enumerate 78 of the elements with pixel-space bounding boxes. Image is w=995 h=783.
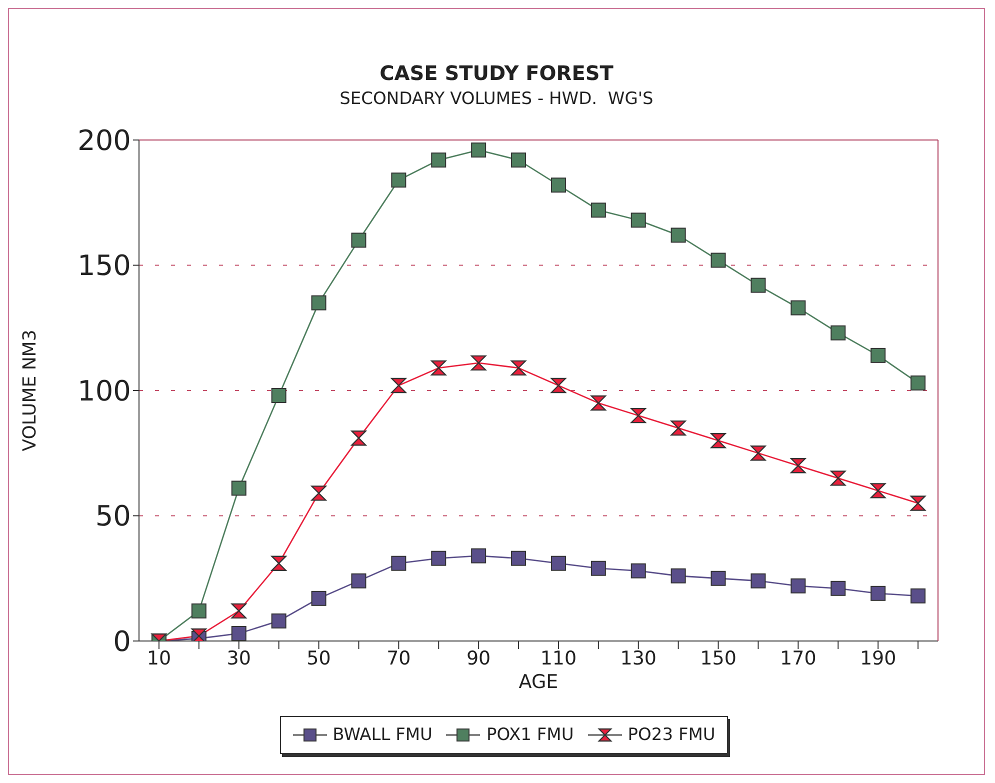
point [630, 408, 646, 424]
point [910, 375, 926, 390]
x-tick-label: 90 [466, 647, 491, 670]
legend-label: POX1 FMU [486, 725, 574, 745]
point [431, 152, 446, 168]
point [550, 556, 566, 571]
point [670, 228, 686, 243]
point [311, 486, 326, 501]
x-tick-label: 10 [146, 647, 172, 670]
point [830, 470, 846, 486]
point [710, 433, 726, 448]
x-axis-title: AGE [518, 671, 558, 693]
point [790, 578, 806, 594]
point [830, 580, 846, 596]
x-tick-label: 50 [306, 647, 331, 670]
point [431, 550, 446, 566]
point [870, 348, 886, 363]
point [471, 142, 486, 158]
y-tick-label: 100 [78, 374, 131, 408]
point [750, 278, 766, 293]
point [510, 360, 526, 376]
point [471, 548, 486, 564]
point [351, 430, 366, 446]
legend-label: PO23 FMU [628, 725, 716, 745]
point [391, 556, 406, 571]
x-tick-label: 110 [540, 647, 577, 670]
point [630, 212, 646, 228]
point [271, 613, 286, 628]
point [590, 202, 606, 218]
y-tick-label: 200 [78, 124, 131, 157]
point [391, 378, 406, 394]
x-tick-label: 170 [780, 647, 816, 670]
legend-label: BWALL FMU [332, 725, 432, 745]
y-tick-label: 0 [113, 624, 131, 658]
point [271, 388, 286, 404]
point [590, 395, 606, 411]
point [351, 232, 366, 248]
point [670, 568, 686, 584]
y-axis-title: VOLUME NM3 [19, 330, 40, 452]
point [550, 178, 566, 193]
point [870, 586, 886, 601]
point [231, 480, 246, 496]
point [231, 626, 246, 641]
point [630, 563, 646, 578]
point [790, 300, 806, 316]
x-tick-label: 150 [700, 647, 736, 670]
point [710, 252, 726, 268]
point [470, 355, 486, 371]
point [790, 458, 806, 474]
x-tick-label: 130 [620, 647, 657, 670]
point [550, 378, 566, 394]
point [710, 570, 726, 586]
point [511, 550, 526, 566]
chart-title: CASE STUDY FOREST [378, 61, 614, 85]
point [750, 446, 766, 461]
point [830, 325, 846, 340]
point [750, 573, 766, 588]
point [311, 295, 326, 310]
point [511, 152, 526, 168]
x-tick-label: 70 [386, 647, 411, 670]
point [231, 603, 246, 619]
point [910, 588, 926, 604]
point [271, 556, 286, 571]
x-tick-label: 30 [226, 647, 251, 670]
point [910, 496, 926, 511]
point [870, 483, 886, 498]
y-tick-label: 50 [95, 500, 131, 533]
chart-subtitle: SECONDARY VOLUMES - HWD. WG'S [338, 89, 654, 109]
point [191, 628, 207, 641]
point [311, 590, 326, 606]
point [431, 360, 446, 376]
point [391, 172, 406, 188]
point [191, 603, 206, 618]
point [351, 573, 366, 588]
y-tick-label: 150 [78, 249, 131, 282]
x-tick-label: 190 [860, 647, 896, 670]
point [590, 560, 606, 576]
point [670, 420, 686, 436]
